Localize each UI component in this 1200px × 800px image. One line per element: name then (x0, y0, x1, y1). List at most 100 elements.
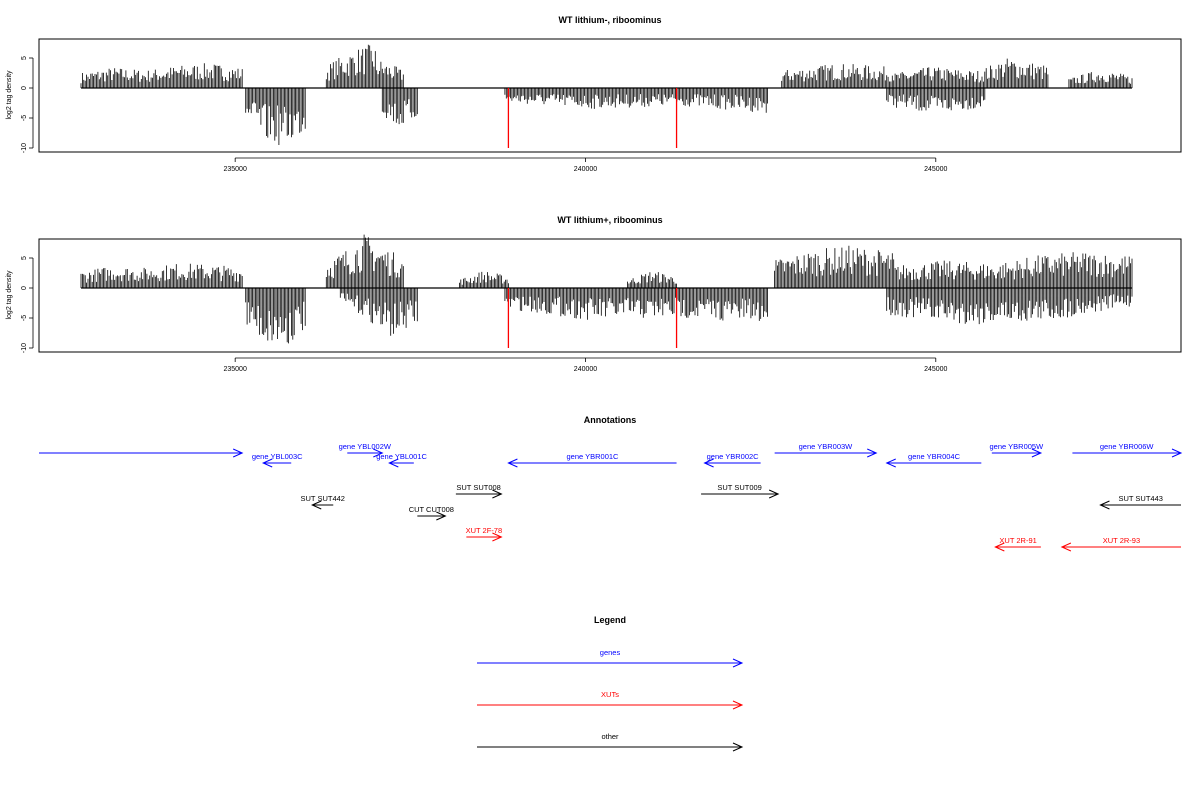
feature-gene: gene YBR004C (885, 452, 982, 468)
y-tick-label: 5 (21, 256, 28, 260)
feature-label: SUT SUT008 (456, 483, 500, 492)
legend-arrow-head (732, 700, 744, 710)
legend-label: XUTs (601, 690, 619, 699)
feature-gene: gene YBR001C (507, 452, 677, 468)
density-bars (80, 234, 1133, 344)
x-axis-ticks: 235000 240000 245000 (223, 157, 948, 173)
feature-other: CUT CUT008 (409, 505, 454, 521)
feature-label: gene YBR005W (990, 442, 1045, 451)
feature-label: gene YBL002W (339, 442, 392, 451)
feature-arrow-head (373, 448, 384, 458)
feature-arrow-head (507, 458, 518, 468)
legend-label: genes (600, 648, 621, 657)
feature-gene (39, 448, 244, 458)
annotations-title: Annotations (584, 415, 637, 425)
legend-item: other (477, 732, 744, 752)
feature-arrow-head (1099, 500, 1110, 510)
feature-arrow-head (1060, 542, 1072, 552)
x-tick-label: 235000 (223, 166, 246, 173)
y-tick-label: -10 (21, 143, 28, 153)
feature-xut: XUT 2R-93 (1060, 536, 1181, 552)
feature-label: XUT 2R-93 (1103, 536, 1140, 545)
feature-label: SUT SUT009 (717, 483, 761, 492)
feature-arrow-head (885, 458, 896, 468)
legend-item: XUTs (477, 690, 744, 710)
feature-arrow-head (1031, 448, 1043, 458)
feature-xut: XUT 2R-91 (994, 536, 1041, 552)
x-tick-label: 245000 (924, 366, 947, 373)
feature-label: gene YBR004C (908, 452, 961, 461)
density-bar-path (80, 234, 1133, 344)
feature-gene: gene YBL003C (252, 452, 303, 468)
y-axis-label: log2 tag density (6, 70, 13, 120)
feature-label: gene YBR002C (707, 452, 760, 461)
density-bars (80, 44, 1133, 145)
y-tick-label: 0 (21, 86, 28, 90)
feature-arrow-head (311, 500, 322, 510)
y-axis-label: log2 tag density (6, 270, 13, 320)
x-tick-label: 240000 (574, 166, 597, 173)
red-markers (507, 288, 678, 348)
y-tick-label: -10 (21, 343, 28, 353)
feature-gene: gene YBR006W (1072, 442, 1183, 458)
feature-other: SUT SUT443 (1099, 494, 1181, 510)
legend-label: other (601, 732, 619, 741)
feature-label: CUT CUT008 (409, 505, 454, 514)
track-panel-lithium-plus: WT lithium+, riboominus log2 tag density… (6, 215, 1182, 373)
feature-label: gene YBR003W (799, 442, 854, 451)
feature-label: XUT 2R-91 (999, 536, 1036, 545)
x-tick-label: 240000 (574, 366, 597, 373)
x-tick-label: 245000 (924, 166, 947, 173)
legend-arrow-head (732, 658, 744, 668)
legend-title: Legend (594, 615, 626, 625)
feature-label: gene YBL003C (252, 452, 303, 461)
feature-other: SUT SUT442 (301, 494, 345, 510)
panel-title: WT lithium+, riboominus (557, 215, 662, 225)
feature-arrow-head (388, 458, 399, 468)
y-tick-label: 0 (21, 286, 28, 290)
plot-frame (38, 38, 1182, 153)
legend-items: genes XUTs other (477, 648, 744, 752)
feature-arrow-head (768, 489, 780, 499)
y-tick-label: -5 (21, 315, 28, 321)
feature-label: gene YBL001C (376, 452, 427, 461)
y-tick-label: 5 (21, 56, 28, 60)
feature-label: SUT SUT442 (301, 494, 345, 503)
plot-frame (38, 238, 1182, 353)
y-tick-label: -5 (21, 115, 28, 121)
x-axis-ticks: 235000 240000 245000 (223, 357, 948, 373)
feature-other: SUT SUT009 (701, 483, 780, 499)
feature-label: SUT SUT443 (1118, 494, 1162, 503)
feature-arrow-head (492, 532, 503, 542)
feature-xut: XUT 2F-78 (466, 526, 503, 542)
legend-item: genes (477, 648, 744, 668)
feature-arrow-head (261, 458, 273, 468)
feature-arrow-head (232, 448, 244, 458)
feature-arrow-head (492, 489, 503, 499)
feature-gene: gene YBL002W (339, 442, 392, 458)
feature-arrow-head (994, 542, 1005, 552)
feature-arrow-head (436, 511, 447, 521)
feature-label: gene YBR001C (566, 452, 619, 461)
feature-arrow-head (1171, 448, 1183, 458)
feature-label: XUT 2F-78 (466, 526, 503, 535)
legend: Legend genes XUTs other (477, 615, 744, 752)
feature-gene: gene YBL001C (376, 452, 428, 468)
y-axis-ticks: -10 -5 0 5 (21, 256, 34, 353)
panel-title: WT lithium-, riboominus (559, 15, 662, 25)
density-bar-path (80, 44, 1133, 145)
feature-gene: gene YBR005W (990, 442, 1045, 458)
feature-gene: gene YBR003W (774, 442, 878, 458)
feature-arrow-head (703, 458, 714, 468)
feature-gene: gene YBR002C (703, 452, 761, 468)
feature-arrow-head (867, 448, 878, 458)
legend-arrow-head (732, 742, 744, 752)
feature-other: SUT SUT008 (455, 483, 503, 499)
red-markers (507, 88, 678, 148)
track-panel-lithium-minus: WT lithium-, riboominus log2 tag density… (6, 15, 1182, 173)
y-axis-ticks: -10 -5 0 5 (21, 56, 34, 153)
x-tick-label: 235000 (223, 366, 246, 373)
